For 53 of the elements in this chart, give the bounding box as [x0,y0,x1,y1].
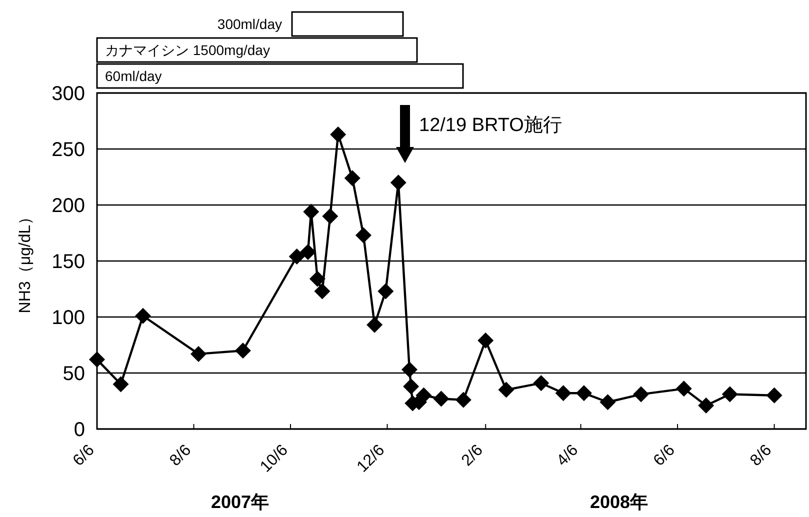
point [288,248,305,265]
text: 300ml/day [217,16,282,32]
point [190,346,207,362]
x-tick-label: 2/6 [458,442,486,470]
point [322,208,338,224]
point [676,380,692,397]
annotation: 12/19 BRTO施行 [419,115,562,136]
point [378,283,394,300]
point [478,332,494,349]
x-tick-label: 6/6 [650,442,678,470]
x-tick-label: 4/6 [554,442,582,470]
point [403,378,420,394]
y-tick-label: 200 [52,195,85,217]
point [314,283,330,300]
y-tick-label: 250 [52,139,85,161]
point [344,170,360,186]
point [766,387,782,404]
x-tick-label: 6/6 [70,442,98,470]
point [498,382,514,398]
point [698,397,714,414]
point [433,390,450,407]
point [576,385,592,402]
point [600,394,616,410]
point [309,270,326,287]
text: 60ml/day [105,68,162,84]
point [303,204,320,220]
point [330,126,346,142]
point [234,342,251,359]
point [416,387,432,404]
y-tick-label: 0 [74,419,85,441]
point [366,316,383,333]
point [300,244,316,260]
y-tick-label: 150 [52,251,85,273]
y-axis-title: NH3（μg/dL） [17,208,34,314]
point [555,385,572,402]
y-tick-label: 100 [52,307,85,329]
x-tick-label: 8/6 [747,442,776,470]
point [135,308,151,324]
point [533,375,550,392]
point [455,392,472,408]
point [112,376,129,392]
point [390,174,406,191]
point [355,227,372,244]
y-tick-label: 50 [62,363,85,385]
x-tick-label: 8/6 [166,442,195,470]
point [89,352,105,368]
point [722,386,738,402]
text: 2007年 [210,492,270,512]
text: 2008年 [590,492,648,512]
point [401,362,418,378]
y-tick-label: 300 [52,83,85,105]
point [633,386,650,402]
text: カナマイシン 1500mg/day [105,42,270,58]
